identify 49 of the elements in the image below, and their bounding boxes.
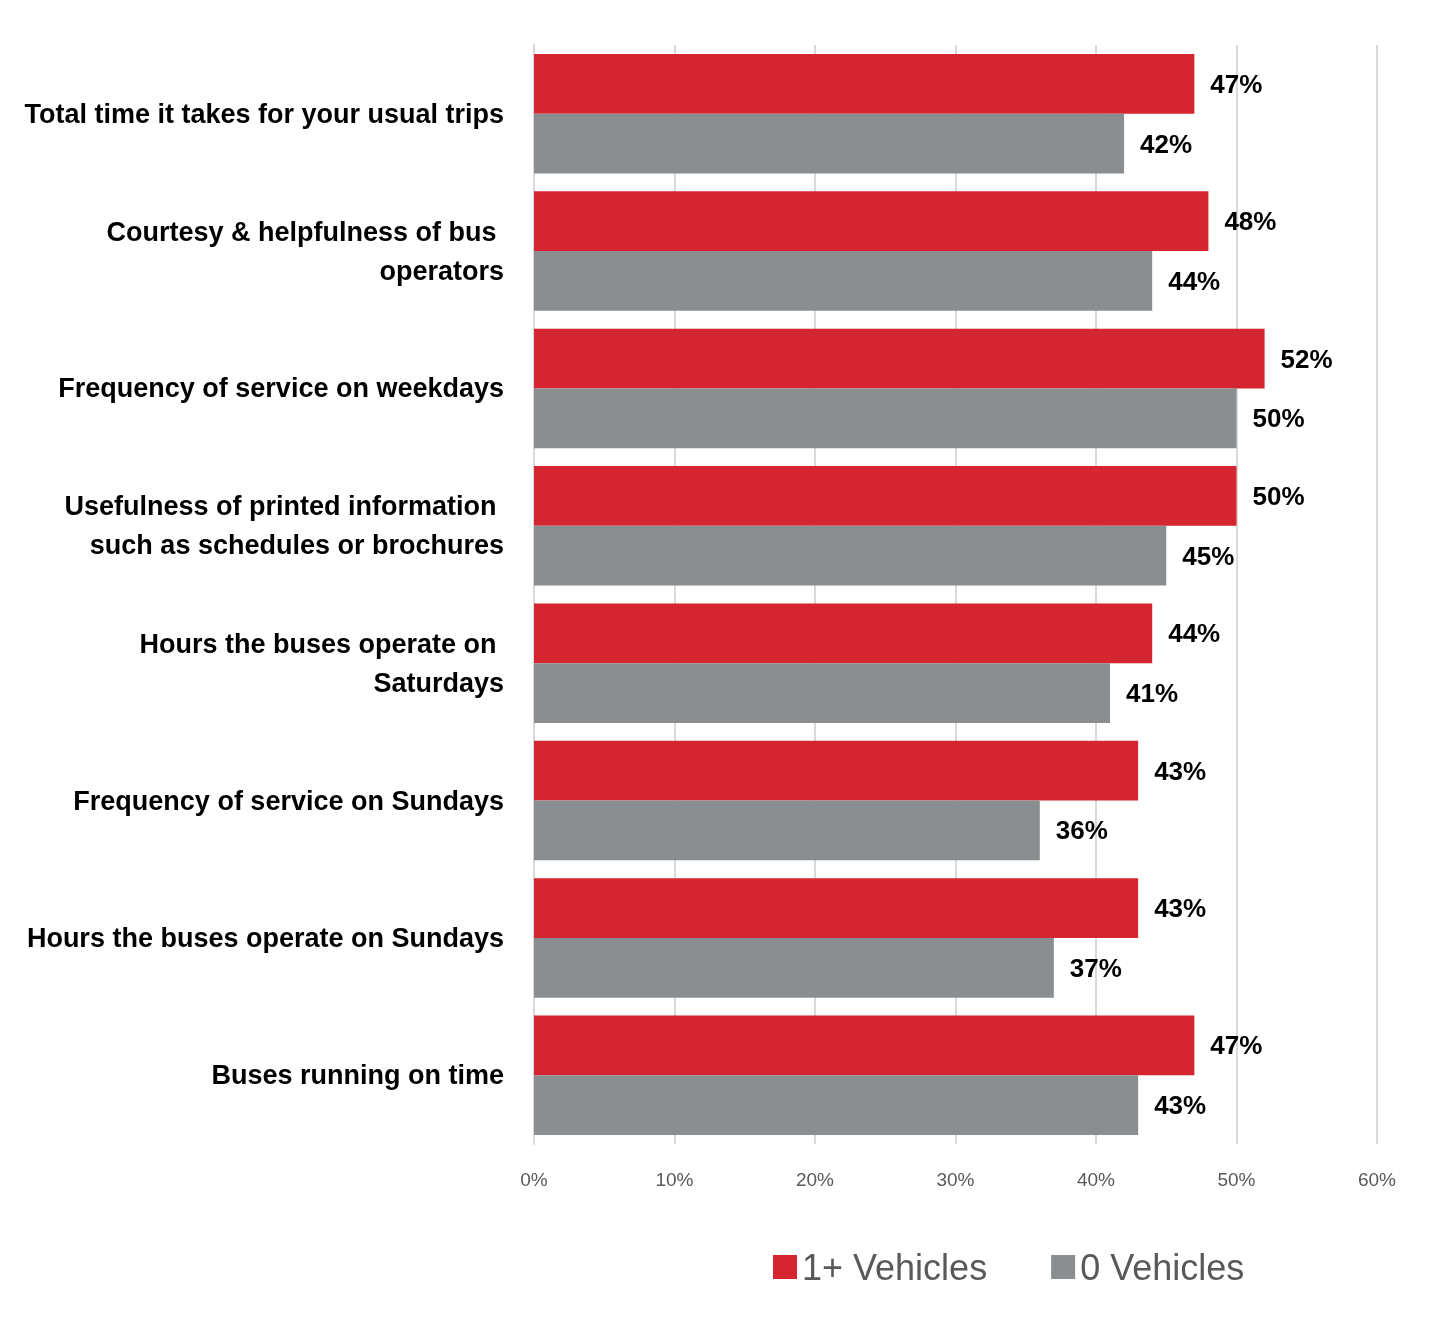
- data-label: 42%: [1140, 128, 1193, 159]
- bar: [534, 191, 1209, 252]
- x-tick-label: 30%: [936, 1169, 975, 1190]
- y-tick-label: Frequency of service on weekdays: [58, 373, 504, 404]
- bar: [534, 800, 1040, 861]
- data-label: 37%: [1069, 952, 1122, 983]
- x-tick-label: 10%: [655, 1169, 694, 1190]
- data-label: 43%: [1154, 1090, 1207, 1121]
- data-label: 43%: [1154, 755, 1207, 786]
- bar: [534, 878, 1139, 938]
- legend-label: 1+ Vehicles: [802, 1246, 988, 1288]
- data-label: 36%: [1055, 815, 1108, 846]
- bar: [534, 525, 1167, 586]
- bar: [534, 740, 1139, 801]
- data-label: 41%: [1126, 678, 1179, 709]
- x-tick-label: 40%: [1076, 1169, 1116, 1190]
- y-tick-label: Hours the buses operate on Saturdays: [139, 628, 504, 698]
- y-tick-label: Total time it takes for your usual trips: [24, 98, 504, 129]
- bar: [534, 328, 1265, 389]
- data-label: 48%: [1224, 206, 1277, 237]
- bar: [534, 113, 1125, 174]
- data-label: 44%: [1168, 618, 1221, 649]
- y-tick-label: Frequency of service on Sundays: [73, 785, 504, 816]
- x-tick-label: 50%: [1217, 1169, 1256, 1190]
- data-label: 44%: [1168, 265, 1221, 296]
- data-label: 45%: [1182, 540, 1235, 571]
- bar: [534, 663, 1111, 723]
- bar: [534, 53, 1195, 114]
- data-label: 50%: [1252, 403, 1305, 434]
- bar: [534, 1015, 1195, 1076]
- y-tick-label: Usefulness of printed information such as schedules or brochures: [64, 491, 504, 561]
- data-label: 47%: [1210, 68, 1263, 99]
- x-tick-label: 0%: [520, 1169, 548, 1190]
- bar: [534, 1075, 1139, 1136]
- x-tick-label: 60%: [1357, 1169, 1397, 1190]
- data-label: 47%: [1210, 1030, 1263, 1061]
- bar: [534, 937, 1054, 998]
- data-label: 43%: [1154, 893, 1207, 924]
- bar: [534, 251, 1153, 311]
- legend-label: 0 Vehicles: [1080, 1246, 1245, 1288]
- bar: [534, 466, 1237, 526]
- y-tick-label: Courtesy & helpfulness of bus operators: [106, 216, 504, 286]
- data-label: 52%: [1280, 343, 1333, 374]
- data-label: 50%: [1252, 480, 1305, 511]
- bar: [534, 388, 1237, 449]
- bar: [534, 603, 1153, 664]
- x-tick-label: 20%: [795, 1169, 835, 1190]
- y-tick-label: Buses running on time: [211, 1060, 504, 1091]
- y-tick-label: Hours the buses operate on Sundays: [26, 922, 504, 953]
